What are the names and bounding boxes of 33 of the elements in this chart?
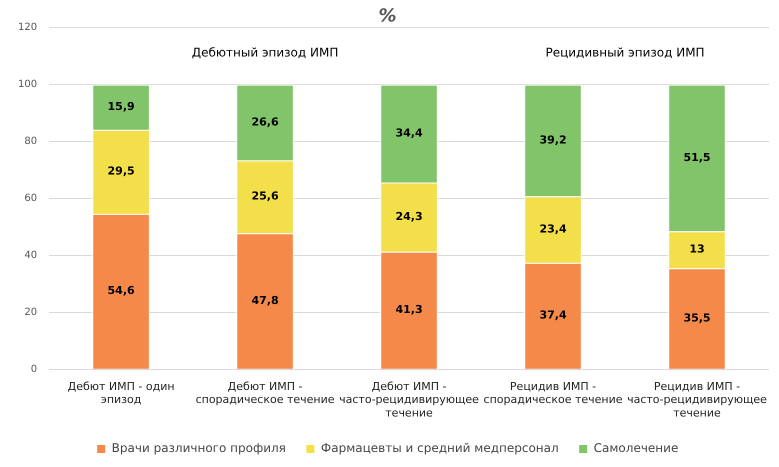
data-label: 26,6	[251, 115, 279, 128]
data-label: 54,6	[108, 284, 135, 298]
data-label: 34,4	[395, 126, 423, 140]
data-label: 29,5	[108, 164, 135, 178]
y-tick-label: 60	[24, 193, 38, 204]
data-label: 47,8	[251, 294, 279, 307]
data-label: 15,9	[108, 100, 135, 114]
x-tick-label: Дебют ИМП - один эпизод	[68, 380, 175, 406]
x-tick-label: Рецидив ИМП - спорадическое течение	[484, 380, 623, 406]
data-label: 24,3	[395, 210, 423, 224]
annotation: Рецидивный эпизод ИМП	[545, 46, 705, 60]
data-label: 41,3	[395, 303, 423, 316]
y-tick-label: 20	[24, 307, 38, 318]
y-tick-label: 100	[18, 79, 38, 90]
x-tick-label: Дебют ИМП - спорадическое течение	[196, 380, 335, 406]
legend-label: Самолечение	[594, 441, 678, 456]
data-label: 35,5	[683, 311, 711, 324]
data-label: 13	[689, 242, 705, 256]
chart-title: %	[378, 5, 397, 26]
y-tick-label: 40	[24, 250, 38, 262]
legend-label: Врачи различного профиля	[112, 441, 286, 456]
data-label: 25,6	[251, 190, 279, 203]
legend-label: Фармацевты и средний медперсонал	[320, 441, 559, 456]
data-label: 51,5	[683, 150, 711, 164]
x-tick-label: Дебют ИМП - часто-рецидивирующее течение	[339, 380, 480, 420]
data-label: 23,4	[539, 222, 567, 236]
y-tick-label: 0	[30, 364, 38, 375]
data-label: 37,4	[539, 308, 567, 322]
y-tick-label: 80	[24, 136, 38, 148]
y-tick-label: 120	[18, 22, 38, 34]
data-label: 39,2	[539, 133, 567, 146]
annotation: Дебютный эпизод ИМП	[192, 46, 338, 60]
x-tick-label: Рецидив ИМП - часто-рецидивирующее течение	[627, 380, 768, 420]
